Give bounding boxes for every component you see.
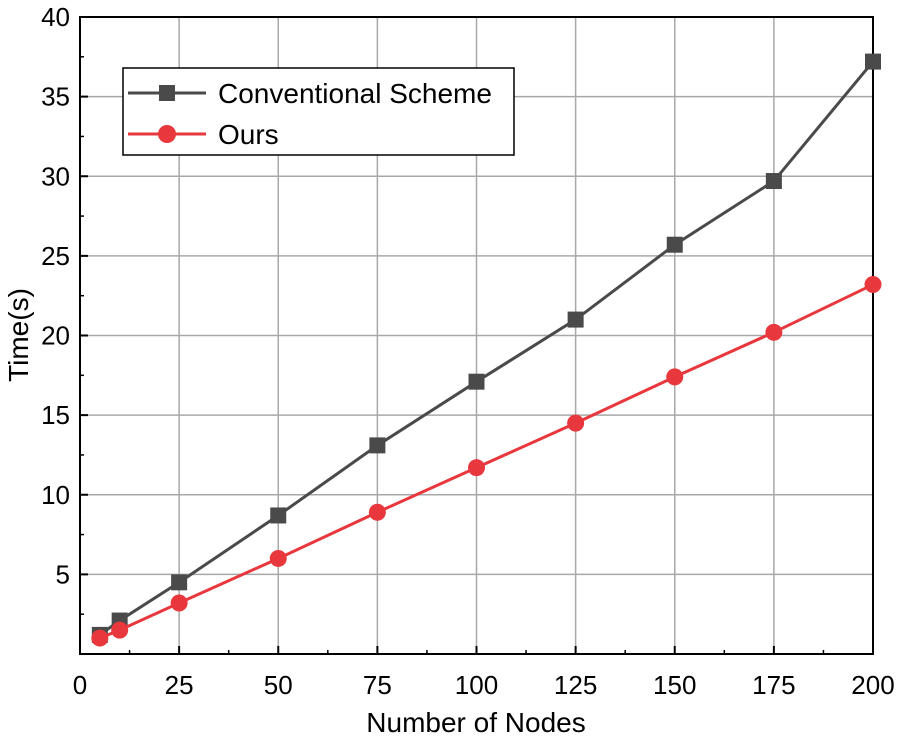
data-point-conventional-scheme (865, 53, 881, 70)
data-point-ours (864, 276, 882, 294)
data-point-conventional-scheme (765, 173, 782, 190)
data-point-conventional-scheme (567, 311, 584, 328)
series-layer (91, 53, 882, 647)
x-tick-label: 50 (264, 670, 293, 700)
y-tick-label: 15 (41, 400, 70, 430)
x-tick-label: 175 (752, 670, 795, 700)
y-tick-label: 25 (41, 241, 70, 271)
data-point-ours (111, 621, 129, 639)
data-point-conventional-scheme (270, 507, 287, 524)
legend-marker-ours (158, 125, 176, 143)
y-tick-label: 30 (41, 161, 70, 191)
data-point-ours (170, 594, 188, 612)
x-tick-label: 200 (851, 670, 894, 700)
legend: Conventional Scheme Ours (122, 67, 515, 156)
data-point-ours (567, 414, 585, 432)
x-axis-title: Number of Nodes (366, 707, 585, 738)
x-tick-label: 75 (363, 670, 392, 700)
data-point-conventional-scheme (369, 437, 386, 454)
series-line-conventional-scheme (98, 60, 875, 637)
data-point-ours (468, 459, 485, 477)
y-tick-label: 5 (56, 559, 70, 589)
legend-label-ours: Ours (218, 119, 279, 150)
legend-box (122, 67, 515, 156)
legend-label-conventional: Conventional Scheme (218, 78, 492, 109)
x-tick-label: 100 (455, 670, 498, 700)
x-tick-label: 125 (554, 670, 597, 700)
data-point-ours (666, 368, 684, 386)
data-point-ours (765, 323, 783, 341)
series-line-ours (99, 283, 874, 640)
x-tick-label: 150 (653, 670, 696, 700)
data-point-ours (269, 549, 287, 567)
y-tick-label: 35 (41, 82, 70, 112)
legend-marker-conventional (159, 85, 175, 101)
y-axis-title: Time(s) (3, 288, 34, 382)
data-point-conventional-scheme (666, 236, 683, 253)
series-ours (91, 276, 882, 647)
data-point-ours (368, 503, 386, 521)
data-point-conventional-scheme (468, 373, 485, 390)
y-tick-label: 20 (41, 321, 70, 351)
axis-ticks: 0 25 50 75 100 125 150 175 200 5 10 15 20 25 30 35 40 (41, 2, 895, 700)
x-tick-label: 0 (73, 670, 87, 700)
x-tick-label: 25 (165, 670, 194, 700)
y-tick-label: 10 (41, 480, 70, 510)
data-point-ours (91, 629, 109, 647)
data-point-conventional-scheme (171, 574, 188, 591)
y-tick-label: 40 (41, 2, 70, 32)
